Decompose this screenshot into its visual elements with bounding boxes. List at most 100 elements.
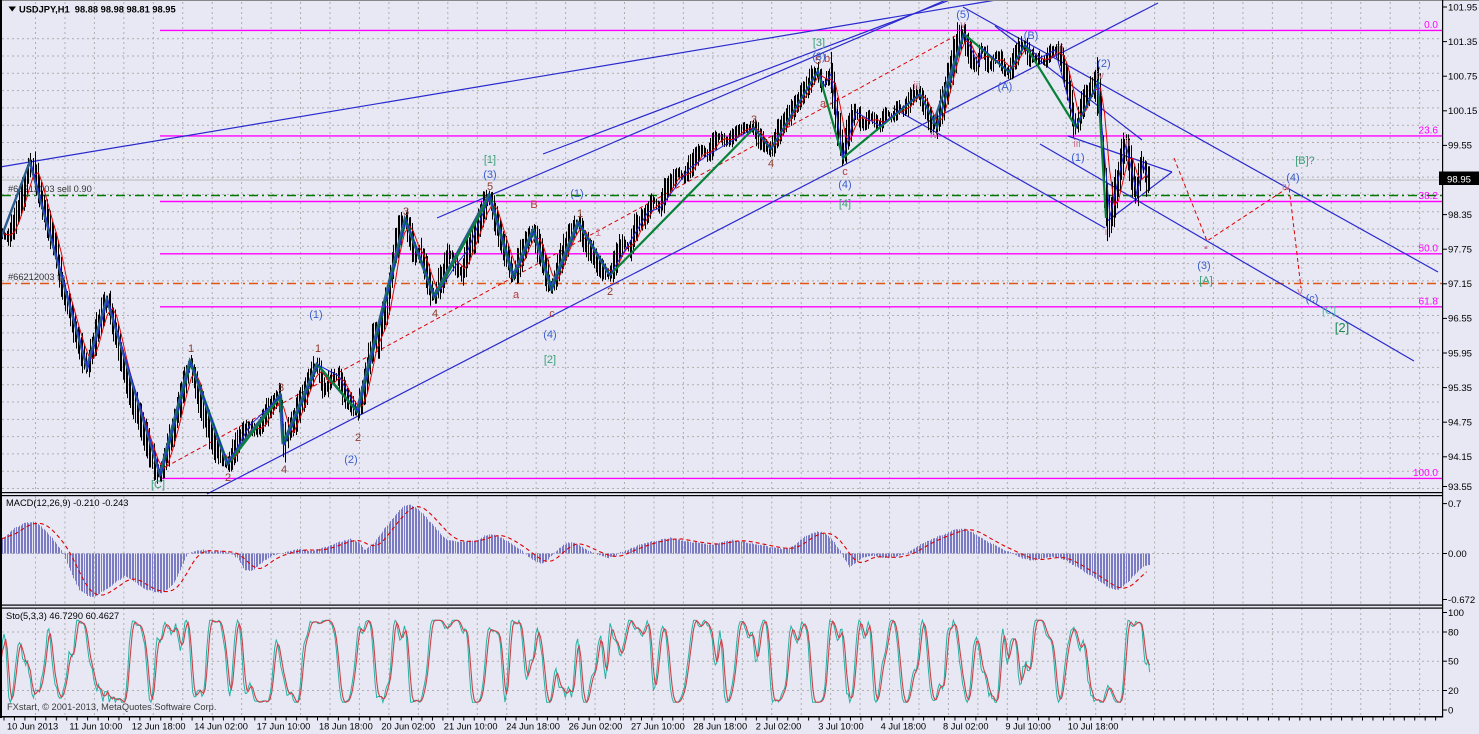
svg-text:(3): (3) [812,51,825,63]
svg-text:[2]: [2] [544,354,556,366]
svg-text:[B]?: [B]? [1295,155,1315,167]
svg-text:v: v [960,19,966,31]
svg-text:[1]: [1] [484,154,496,166]
svg-text:8 Jul 02:00: 8 Jul 02:00 [943,722,989,732]
svg-text:38.2: 38.2 [1419,191,1439,202]
svg-text:10 Jul 18:00: 10 Jul 18:00 [1068,722,1119,732]
svg-text:v: v [1297,286,1303,298]
svg-text:99.55: 99.55 [1448,141,1472,152]
svg-text:[3]: [3] [813,37,825,49]
svg-text:4: 4 [281,464,287,476]
svg-text:[A]: [A] [1199,275,1212,287]
svg-text:(4): (4) [838,179,851,191]
svg-text:9 Jul 10:00: 9 Jul 10:00 [1005,722,1051,732]
svg-text:11 Jun 10:00: 11 Jun 10:00 [69,722,122,732]
svg-text:c: c [549,308,555,320]
svg-text:20: 20 [1448,686,1459,697]
svg-text:[4]: [4] [839,198,851,210]
svg-text:FXstart, © 2001-2013, MetaQuot: FXstart, © 2001-2013, MetaQuotes Softwar… [7,702,216,712]
svg-text:93.55: 93.55 [1448,482,1472,493]
svg-text:24 Jun 18:00: 24 Jun 18:00 [506,722,560,732]
svg-text:28 Jun 18:00: 28 Jun 18:00 [693,722,747,732]
svg-text:iv: iv [930,129,938,141]
svg-text:USDJPY,H1 98.88 98.98 98.81 9: USDJPY,H1 98.88 98.98 98.81 98.95 [19,5,176,15]
svg-text:-0.672: -0.672 [1448,595,1475,606]
svg-text:95.95: 95.95 [1448,348,1472,359]
svg-text:100: 100 [1448,608,1464,619]
svg-text:3 Jul 10:00: 3 Jul 10:00 [818,722,864,732]
svg-text:iii: iii [913,80,920,92]
svg-text:i: i [1105,226,1107,238]
svg-text:20 Jun 02:00: 20 Jun 02:00 [381,722,435,732]
svg-text:5: 5 [487,181,493,193]
svg-text:b: b [824,53,830,65]
svg-text:0: 0 [1448,705,1453,716]
svg-text:#66212003 sell 0.90: #66212003 sell 0.90 [8,184,92,194]
svg-text:1: 1 [595,227,601,239]
svg-text:1: 1 [577,208,583,220]
svg-text:(B): (B) [1024,30,1039,42]
svg-text:ii: ii [1126,137,1131,149]
svg-text:3: 3 [278,382,284,394]
svg-text:2 Jul 02:00: 2 Jul 02:00 [756,722,802,732]
svg-text:(2): (2) [344,454,357,466]
svg-text:0.0: 0.0 [1424,20,1438,31]
svg-text:4: 4 [768,158,774,170]
svg-text:a: a [513,289,520,301]
svg-text:c: c [842,166,848,178]
svg-text:80: 80 [1448,627,1459,638]
svg-text:50: 50 [1448,657,1459,668]
svg-text:(1): (1) [570,188,583,200]
svg-text:[2]: [2] [1335,320,1349,335]
svg-text:97.15: 97.15 [1448,279,1472,290]
svg-text:27 Jun 10:00: 27 Jun 10:00 [631,722,685,732]
svg-text:2: 2 [607,286,613,298]
svg-text:(c): (c) [1306,293,1319,305]
svg-text:iii: iii [1073,138,1080,150]
svg-text:a: a [820,98,827,110]
svg-text:#66212003 tp: #66212003 tp [8,272,65,282]
svg-text:94.75: 94.75 [1448,418,1472,429]
svg-text:10 Jun 2013: 10 Jun 2013 [7,722,58,732]
svg-text:97.75: 97.75 [1448,245,1472,256]
svg-text:(A): (A) [998,81,1013,93]
svg-text:12 Jun 18:00: 12 Jun 18:00 [132,722,186,732]
svg-text:101.35: 101.35 [1448,37,1477,48]
svg-text:0.00: 0.00 [1448,549,1467,560]
svg-text:61.8: 61.8 [1419,296,1439,307]
svg-text:94.15: 94.15 [1448,452,1472,463]
svg-text:101.95: 101.95 [1448,2,1477,13]
svg-text:14 Jun 02:00: 14 Jun 02:00 [194,722,248,732]
svg-text:(4): (4) [543,329,556,341]
svg-text:iv: iv [1282,181,1290,193]
svg-text:5: 5 [815,55,821,67]
svg-text:4 Jul 18:00: 4 Jul 18:00 [881,722,927,732]
svg-text:▪: ▪ [1204,242,1208,254]
svg-text:0.7: 0.7 [1448,499,1461,510]
svg-text:MACD(12,26,9) -0.210 -0.243: MACD(12,26,9) -0.210 -0.243 [6,498,128,508]
svg-text:100.75: 100.75 [1448,72,1477,83]
svg-text:[C]: [C] [1322,305,1336,317]
svg-text:(2): (2) [1097,58,1110,70]
svg-text:98.95: 98.95 [1447,175,1471,186]
svg-text:3: 3 [751,114,757,126]
svg-text:[C]: [C] [151,479,165,491]
svg-text:4: 4 [432,308,438,320]
svg-text:B: B [530,199,537,211]
svg-text:96.55: 96.55 [1448,314,1472,325]
svg-text:(1): (1) [1071,152,1084,164]
svg-text:(3): (3) [483,169,496,181]
svg-text:(3): (3) [1197,260,1210,272]
svg-text:50.0: 50.0 [1419,243,1439,254]
svg-text:100.15: 100.15 [1448,106,1477,117]
svg-text:2: 2 [355,432,361,444]
svg-text:18 Jun 18:00: 18 Jun 18:00 [319,722,373,732]
svg-text:(4): (4) [1286,172,1299,184]
svg-text:95.35: 95.35 [1448,383,1472,394]
svg-text:100.0: 100.0 [1413,468,1438,479]
svg-text:3: 3 [403,206,409,218]
svg-text:23.6: 23.6 [1419,125,1439,136]
svg-text:98.35: 98.35 [1448,210,1472,221]
svg-text:(1): (1) [309,309,322,321]
svg-text:17 Jun 10:00: 17 Jun 10:00 [257,722,311,732]
